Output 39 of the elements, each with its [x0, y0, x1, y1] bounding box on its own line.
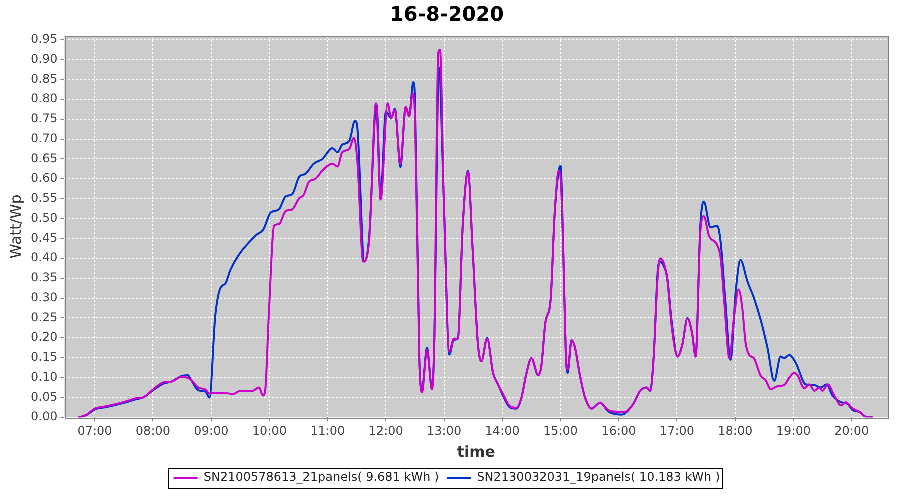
- y-tick-label: 0.90: [31, 52, 58, 66]
- x-tick-label: 12:00: [368, 424, 404, 438]
- y-tick-label: 0.25: [31, 310, 58, 324]
- x-tick-label: 18:00: [718, 424, 753, 438]
- y-tick-label: 0.00: [31, 410, 58, 424]
- legend-label: SN2130032031_19panels( 10.183 kWh ): [477, 470, 720, 484]
- x-tick-label: 10:00: [252, 424, 287, 438]
- x-tick-label: 17:00: [660, 424, 695, 438]
- y-tick-label: 0.45: [31, 230, 58, 245]
- y-tick-label: 0.30: [31, 290, 58, 304]
- y-tick-label: 0.70: [31, 131, 58, 146]
- x-tick-label: 14:00: [485, 424, 520, 438]
- x-tick-label: 13:00: [427, 424, 462, 438]
- y-tick-label: 0.75: [31, 112, 58, 126]
- y-tick-label: 0.35: [31, 270, 58, 285]
- x-tick-label: 16:00: [602, 424, 636, 438]
- x-tick-label: 15:00: [543, 424, 578, 438]
- y-tick-label: 0.20: [31, 330, 58, 344]
- x-tick-label: 07:00: [78, 424, 112, 438]
- x-axis-title: time: [457, 442, 496, 461]
- y-tick-label: 0.95: [31, 32, 58, 46]
- x-tick-label: 08:00: [136, 424, 171, 438]
- y-tick-label: 0.55: [31, 191, 58, 206]
- y-tick-label: 0.65: [31, 151, 58, 166]
- y-tick-label: 0.50: [31, 210, 58, 225]
- y-tick-label: 0.60: [31, 171, 58, 186]
- x-tick-label: 20:00: [834, 424, 870, 438]
- chart-title: 16-8-2020: [390, 2, 504, 26]
- x-tick-label: 11:00: [310, 424, 346, 438]
- y-tick-label: 0.80: [31, 92, 58, 106]
- y-tick-label: 0.85: [31, 72, 58, 86]
- legend-label: SN2100578613_21panels( 9.681 kWh ): [204, 470, 440, 484]
- x-tick-label: 19:00: [776, 424, 811, 438]
- x-tick-label: 09:00: [194, 424, 229, 438]
- y-tick-label: 0.40: [31, 250, 58, 265]
- y-axis-title: Watt/Wp: [6, 194, 25, 259]
- y-tick-label: 0.10: [31, 370, 58, 384]
- y-tick-label: 0.05: [31, 390, 58, 404]
- y-tick-label: 0.15: [31, 350, 58, 364]
